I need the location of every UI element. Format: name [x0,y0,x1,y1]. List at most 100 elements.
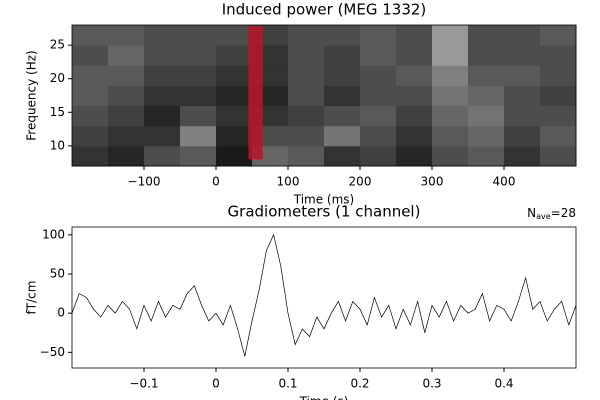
heat-cell [144,125,181,147]
heat-cell [540,145,577,167]
heat-cell [504,125,541,147]
heat-cell [468,65,505,86]
x-tick-label: 300 [421,175,444,189]
heat-cell [432,25,469,46]
y-tick-label: 20 [50,71,65,85]
heat-cell [396,25,433,46]
heat-cell [324,85,361,107]
heat-cell [72,45,109,66]
heat-cell [360,65,397,86]
signal-line [71,233,577,357]
axes-frame [71,226,577,369]
heat-cell [396,45,433,66]
heat-cell [144,65,181,86]
heat-cell [504,45,541,66]
heat-cell [360,145,397,167]
heat-cell [180,125,217,147]
heat-cell [504,65,541,86]
heat-cell [504,85,541,107]
heat-cell [216,145,253,167]
heat-cell [216,25,253,46]
heat-cell [468,25,505,46]
heat-cell [324,125,361,147]
x-tick-label: −0.1 [129,377,158,391]
heat-cell [396,145,433,167]
y-tick-label: 25 [50,38,65,52]
heat-cell [108,45,145,66]
heat-cell [180,65,217,86]
heat-cell [360,85,397,107]
heat-cell [288,45,325,66]
heat-cell [72,85,109,107]
heat-cell [180,145,217,167]
heat-cell [324,65,361,86]
heat-cell [540,85,577,107]
heat-cell [324,105,361,127]
heat-cell [468,45,505,66]
heat-cell [504,105,541,127]
y-tick-label: 15 [50,105,65,119]
x-tick-label: 0.3 [422,377,441,391]
heat-cell [180,85,217,107]
heat-cell [360,25,397,46]
y-tick-label: 10 [50,138,65,152]
heat-cell [432,145,469,167]
x-tick-label: 100 [277,175,300,189]
heat-cell [360,105,397,127]
heat-cell [396,85,433,107]
heat-cell [396,125,433,147]
y-axis-label: Frequency (Hz) [25,50,39,141]
heat-cell [468,145,505,167]
heat-cell [504,145,541,167]
heat-cell [288,145,325,167]
heat-cell [504,25,541,46]
heat-cell [144,145,181,167]
heat-cell [432,85,469,107]
x-tick-label: 0 [212,377,220,391]
heat-cell [144,25,181,46]
heat-cell [216,45,253,66]
heat-cell [468,85,505,107]
heat-cell [72,125,109,147]
y-tick-label: 0 [57,306,65,320]
heat-cell [180,45,217,66]
heat-cell [432,105,469,127]
heat-cell [432,65,469,86]
y-tick-label: −50 [40,345,65,359]
heat-cell [432,45,469,66]
heat-cell [288,65,325,86]
heat-cell [540,125,577,147]
annotation-subscript: ave [536,212,551,221]
x-tick-label: 0.4 [494,377,513,391]
significant-region [248,25,263,160]
heat-cell [324,25,361,46]
heat-cell [540,25,577,46]
x-tick-label: −100 [128,175,161,189]
axes-title: Induced power (MEG 1332) [222,1,427,19]
heat-cell [360,125,397,147]
heat-cell [180,25,217,46]
heat-cell [144,105,181,127]
x-axis-label: Time (ms) [293,193,355,207]
heat-cell [288,85,325,107]
heat-cell [396,65,433,86]
heat-cell [216,85,253,107]
heat-cell [288,105,325,127]
heat-cell [288,25,325,46]
x-tick-label: 0.1 [278,377,297,391]
heat-cell [108,125,145,147]
heat-cell [324,45,361,66]
heat-cell [360,45,397,66]
y-tick-label: 100 [42,227,65,241]
heat-cell [432,125,469,147]
heat-cell [72,105,109,127]
heat-cell [540,65,577,86]
heat-cell [216,125,253,147]
x-tick-label: 0 [212,175,220,189]
axes-title: Gradiometers (1 channel) [228,203,421,221]
heat-cell [72,65,109,86]
heat-cell [324,145,361,167]
x-tick-label: 400 [493,175,516,189]
heat-cell [468,105,505,127]
heat-cell [144,45,181,66]
